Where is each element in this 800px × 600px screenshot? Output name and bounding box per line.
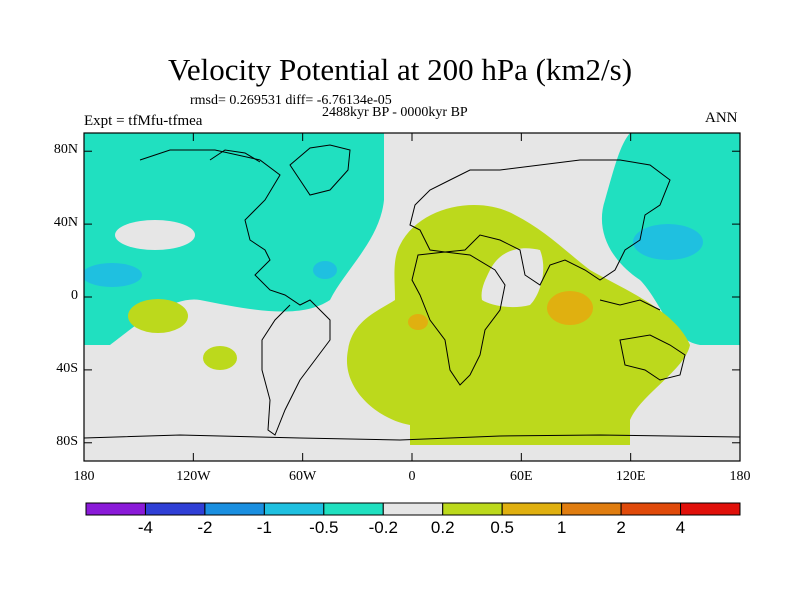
colorbar-label: -4: [137, 518, 154, 537]
colorbar-swatch: [561, 502, 622, 516]
y-tick-label: 40S: [56, 360, 78, 376]
season-label: ANN: [705, 110, 738, 126]
neutral-hole-pacific: [115, 220, 195, 250]
x-tick-label: 180: [729, 469, 751, 484]
colorbar-label: -1: [256, 518, 272, 537]
experiment-label: Expt = tfMfu-tfmea: [84, 113, 203, 129]
pos-blob-pacific-1: [128, 299, 188, 333]
colorbar-label: -0.2: [368, 518, 398, 537]
period-label: 2488kyr BP - 0000kyr BP: [322, 105, 468, 120]
pos-patch-indian: [547, 291, 593, 325]
neg-region-americas: [84, 133, 384, 345]
neutral-hole-arabia: [481, 248, 544, 308]
contour-field: [84, 133, 740, 445]
coastlines: [84, 144, 740, 441]
colorbar-swatch: [620, 502, 682, 516]
colorbar-swatch: [382, 502, 444, 516]
colorbar-label: 0.5: [490, 518, 514, 537]
y-tick-label: 80N: [53, 142, 78, 158]
colorbar-swatch: [263, 502, 325, 516]
chart-title: Velocity Potential at 200 hPa (km2/s): [167, 52, 633, 87]
colorbar-swatch: [204, 502, 265, 516]
colorbar-swatch: [442, 502, 503, 516]
colorbar-label: 0.2: [430, 518, 455, 537]
stats-text: rmsd= 0.269531 diff= -6.76134e-05: [190, 93, 392, 108]
axis-ticks: [83, 133, 741, 461]
x-tick-label: 120E: [615, 469, 646, 484]
colorbar-label: -2: [197, 518, 213, 537]
x-tick-label: 60W: [289, 469, 317, 484]
neg-patch-3: [633, 224, 703, 260]
y-tick-label: 80S: [56, 433, 78, 449]
x-tick-label: 120W: [176, 469, 211, 484]
neg-patch-1: [84, 263, 142, 287]
y-tick-label: 40N: [53, 215, 78, 231]
pos-blob-pacific-2: [203, 346, 237, 370]
colorbar-label: -0.5: [309, 518, 339, 537]
colorbar-swatch: [501, 502, 563, 516]
colorbar-label: 2: [616, 518, 626, 537]
neg-patch-2: [313, 261, 337, 279]
pos-region-africa: [346, 205, 690, 445]
colorbar-swatch: [144, 502, 206, 516]
pos-patch-atlantic: [408, 314, 428, 330]
colorbar-label: 4: [675, 518, 686, 537]
x-tick-label: 180: [73, 469, 95, 484]
colorbar: [85, 502, 741, 516]
x-tick-label: 60E: [510, 469, 533, 484]
x-tick-label: 0: [408, 469, 416, 484]
colorbar-swatch: [323, 502, 384, 516]
colorbar-swatch: [680, 502, 741, 516]
colorbar-label: 1: [556, 518, 567, 537]
colorbar-swatch: [85, 502, 146, 516]
y-tick-label: 0: [71, 288, 78, 303]
